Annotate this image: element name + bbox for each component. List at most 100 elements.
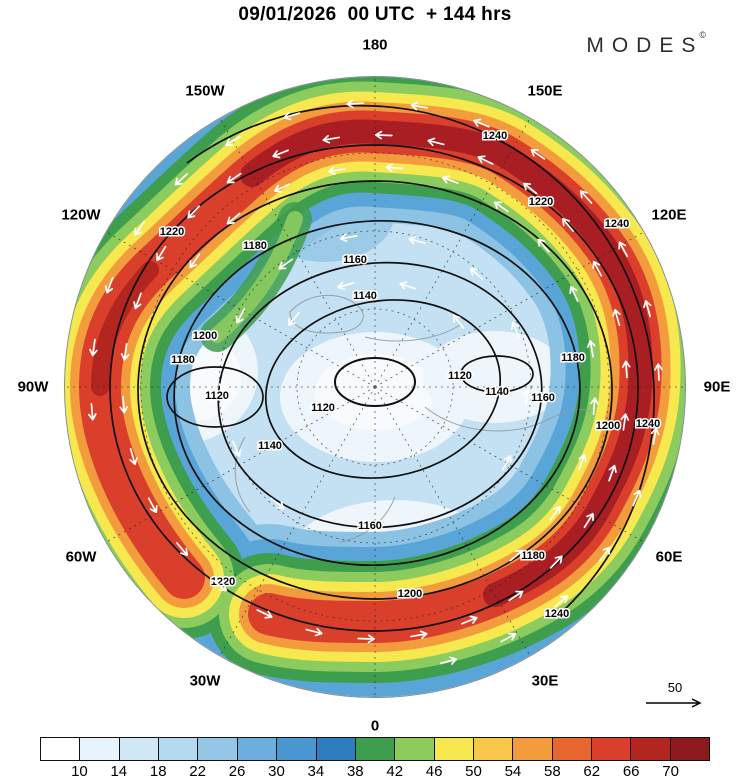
colorbar-tick-label: 26 <box>228 763 246 780</box>
meridian-line <box>106 386 376 543</box>
wind-arrow-icon <box>212 579 228 592</box>
wind-arrow-icon <box>410 630 428 640</box>
wind-arrow-icon <box>620 413 630 431</box>
wind-arrow-icon <box>270 497 285 510</box>
lon-label-60e: 60E <box>655 548 683 566</box>
wind-arrow-icon <box>650 427 660 446</box>
wind-arrow-icon <box>583 512 594 529</box>
contour-1200 <box>137 180 613 600</box>
reference-arrow-icon <box>646 698 702 708</box>
meridian-line <box>219 118 376 388</box>
wind-arrow-icon <box>537 238 550 253</box>
lon-label-150e: 150E <box>527 82 563 100</box>
wind-arrow-icon <box>469 267 484 281</box>
wind-arrow-icon <box>256 609 273 619</box>
wind-arrow-icon <box>225 136 241 147</box>
contour-label: 1180 <box>171 354 195 366</box>
contour-label: 1180 <box>243 240 267 252</box>
wind-arrow-icon <box>477 155 494 165</box>
contour-labels: 1120 1120 1120 1140 1140 1140 1160 1160 … <box>158 129 661 622</box>
wind-arrow-icon <box>549 505 561 521</box>
wind-arrow-icon <box>87 402 97 421</box>
contour-label: 1240 <box>636 418 660 430</box>
lon-label-120w: 120W <box>61 206 101 224</box>
wind-arrow-icon <box>133 292 142 310</box>
wind-arrow-icon <box>273 183 291 193</box>
colorbar-cell <box>631 738 671 760</box>
wind-arrow-icon <box>461 615 478 625</box>
wind-arrow-icon <box>337 281 355 291</box>
wind-arrow-icon <box>427 137 445 147</box>
wind-arrow-icon <box>618 241 629 258</box>
wind-arrow-icon <box>493 201 509 213</box>
contour-label: 1200 <box>596 420 620 432</box>
contour-label: 1160 <box>531 392 555 404</box>
wind-arrows <box>87 99 663 665</box>
colorbar-cell <box>395 738 435 760</box>
colorbar-tick-label: 54 <box>504 763 522 780</box>
wind-arrow-icon <box>509 549 524 562</box>
contour-1120-east <box>460 355 534 393</box>
modes-logo-text: MODES <box>586 34 704 57</box>
wind-arrow-icon <box>410 101 429 111</box>
contour-label: 1180 <box>521 550 545 562</box>
lon-label-120e: 120E <box>651 206 687 224</box>
wind-arrow-icon <box>287 311 300 326</box>
colorbar-tick-label: 18 <box>149 763 167 780</box>
colorbar-tick-label: 14 <box>110 763 128 780</box>
wind-arrow-icon <box>549 555 563 569</box>
wind-arrow-icon <box>176 542 188 556</box>
wind-arrow-icon <box>554 595 569 608</box>
colorbar-tick-label: 42 <box>386 763 404 780</box>
colorbar-cell <box>473 738 514 760</box>
colorbar-cell <box>198 738 238 760</box>
wind-arrow-icon <box>643 300 652 318</box>
wind-arrow-icon <box>120 343 130 361</box>
colorbar-tick-label: 50 <box>465 763 482 780</box>
lon-label-0: 0 <box>370 717 380 735</box>
colorbar-tick-label: 30 <box>268 763 285 780</box>
contour-1140 <box>264 299 502 479</box>
wind-arrow-icon <box>522 388 532 407</box>
meridian-line <box>374 386 531 656</box>
wind-arrow-icon <box>452 314 465 329</box>
colorbar-cell <box>552 738 593 760</box>
contour-label: 1240 <box>483 130 507 142</box>
contour-label: 1160 <box>358 520 382 532</box>
contour-label: 1220 <box>211 576 235 588</box>
wind-arrow-icon <box>283 111 301 121</box>
contour-1120-west <box>166 366 264 428</box>
colorbar-cell <box>355 738 396 760</box>
contour-label: 1140 <box>258 440 282 452</box>
latitude-circle <box>218 230 532 544</box>
wind-arrow-icon <box>218 372 228 391</box>
wind-arrow-icon <box>174 172 189 186</box>
colorbar-cell <box>277 738 317 760</box>
meridian-line <box>219 386 376 656</box>
colorbar-tick-label: 22 <box>189 763 206 780</box>
copyright-mark: © <box>699 30 706 40</box>
wind-arrow-icon <box>399 281 417 290</box>
wind-arrow-icon <box>562 218 574 232</box>
wind-arrow-icon <box>339 233 358 243</box>
contour-1120-inner <box>334 357 416 407</box>
reference-vector: 50 <box>642 680 708 715</box>
colorbar-tick-label: 34 <box>307 763 325 780</box>
wind-arrow-icon <box>346 99 365 109</box>
wind-arrow-icon <box>89 338 98 357</box>
wind-arrow-icon <box>473 118 490 128</box>
colorbar-cell <box>41 738 81 760</box>
colorbar-cell <box>159 738 199 760</box>
colorbar-tick-label: 46 <box>425 763 443 780</box>
wind-arrow-icon <box>104 276 114 294</box>
colorbar-cell <box>80 738 120 760</box>
wind-arrow-icon <box>357 634 376 644</box>
wind-arrow-icon <box>134 220 145 236</box>
wind-arrow-icon <box>226 212 241 225</box>
lon-label-30w: 30W <box>189 672 221 690</box>
wind-arrow-icon <box>579 190 593 204</box>
wind-arrow-icon <box>322 134 340 144</box>
colorbar-tick-label: 58 <box>544 763 561 780</box>
wind-arrow-icon <box>578 453 587 471</box>
